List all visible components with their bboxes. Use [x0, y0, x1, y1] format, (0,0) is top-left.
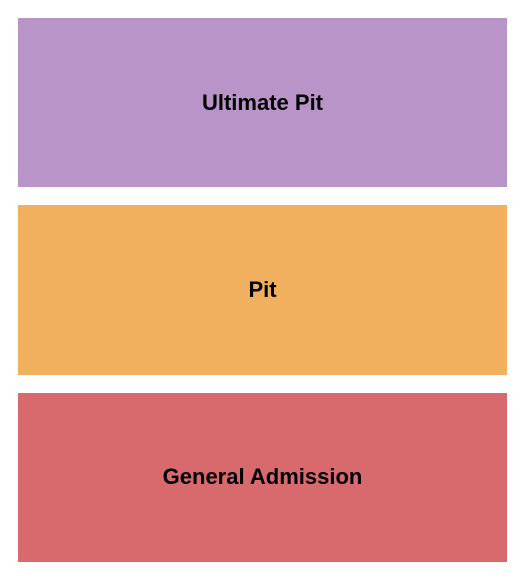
section-pit[interactable]: Pit	[18, 205, 507, 374]
section-general-admission[interactable]: General Admission	[18, 393, 507, 562]
section-label: General Admission	[163, 464, 363, 490]
section-label: Ultimate Pit	[202, 90, 323, 116]
section-label: Pit	[248, 277, 276, 303]
section-ultimate-pit[interactable]: Ultimate Pit	[18, 18, 507, 187]
